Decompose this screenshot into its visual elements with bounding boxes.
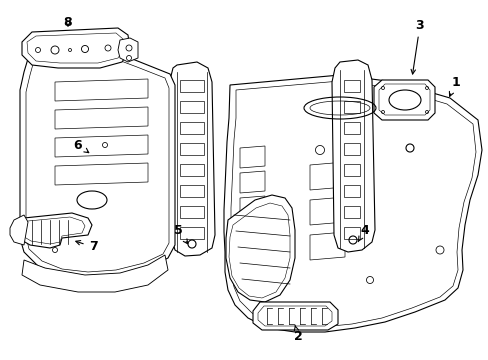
Polygon shape <box>228 203 289 298</box>
Polygon shape <box>378 84 429 115</box>
Text: 8: 8 <box>63 15 72 28</box>
Polygon shape <box>55 135 148 157</box>
Polygon shape <box>10 215 28 245</box>
Text: 1: 1 <box>448 76 459 96</box>
Polygon shape <box>240 146 264 168</box>
Polygon shape <box>118 38 138 62</box>
Polygon shape <box>26 54 169 272</box>
Polygon shape <box>331 60 374 252</box>
Polygon shape <box>258 306 331 326</box>
Polygon shape <box>55 163 148 185</box>
Text: 3: 3 <box>410 18 424 74</box>
Polygon shape <box>373 80 434 120</box>
Polygon shape <box>225 195 294 302</box>
Polygon shape <box>230 81 475 327</box>
Polygon shape <box>343 80 359 92</box>
Polygon shape <box>22 255 168 292</box>
Polygon shape <box>343 143 359 155</box>
Polygon shape <box>309 197 345 225</box>
Polygon shape <box>170 62 215 256</box>
Polygon shape <box>240 171 264 193</box>
Polygon shape <box>20 48 175 277</box>
Polygon shape <box>240 196 264 218</box>
Polygon shape <box>16 213 92 248</box>
Polygon shape <box>343 206 359 218</box>
Polygon shape <box>343 122 359 134</box>
Text: 4: 4 <box>357 224 368 242</box>
Polygon shape <box>252 302 337 330</box>
Polygon shape <box>180 164 203 176</box>
Polygon shape <box>180 143 203 155</box>
Polygon shape <box>180 185 203 197</box>
Polygon shape <box>309 232 345 260</box>
Polygon shape <box>343 227 359 239</box>
Polygon shape <box>180 101 203 113</box>
Polygon shape <box>55 107 148 129</box>
Text: 2: 2 <box>293 325 302 343</box>
Polygon shape <box>309 162 345 190</box>
Polygon shape <box>343 164 359 176</box>
Text: 7: 7 <box>76 240 97 253</box>
Polygon shape <box>55 79 148 101</box>
Polygon shape <box>343 101 359 113</box>
Polygon shape <box>22 28 130 68</box>
Polygon shape <box>180 206 203 218</box>
Polygon shape <box>180 80 203 92</box>
Text: 5: 5 <box>173 224 187 244</box>
Polygon shape <box>180 227 203 239</box>
Text: 6: 6 <box>74 139 88 153</box>
Polygon shape <box>224 75 481 332</box>
Polygon shape <box>343 185 359 197</box>
Polygon shape <box>180 122 203 134</box>
Polygon shape <box>27 33 124 63</box>
Polygon shape <box>240 221 264 243</box>
Polygon shape <box>20 217 85 244</box>
